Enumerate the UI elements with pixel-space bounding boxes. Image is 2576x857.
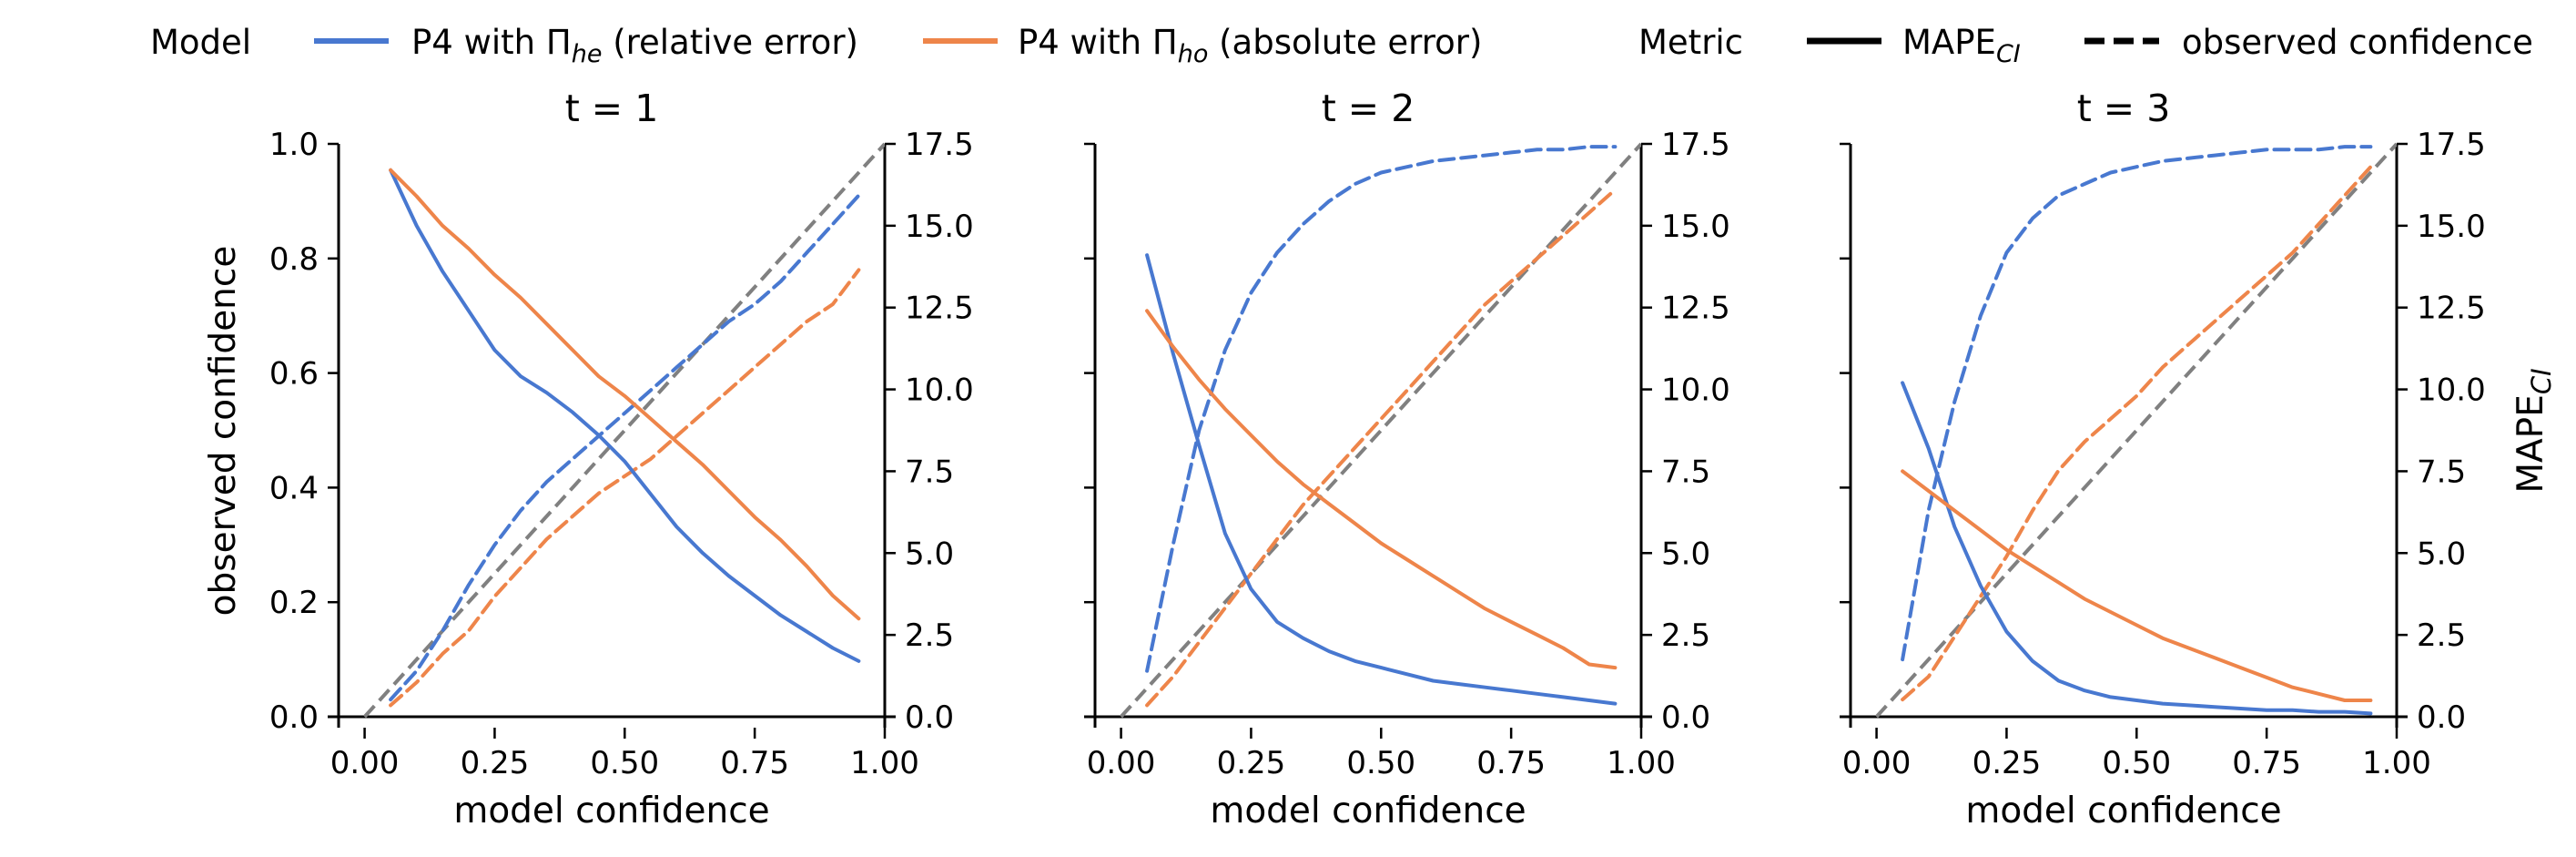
legend-ho-label: P4 with Πho (absolute error) [1018,23,1482,68]
x-axis-title: model confidence [1210,791,1526,831]
y-right-tick-label: 10.0 [905,372,974,409]
legend-model-title: Model [150,23,251,62]
x-tick-label: 0.00 [330,745,400,781]
y-left-axis-title: observed confidence [203,246,244,617]
y-right-tick-label: 5.0 [2417,536,2466,572]
y-right-tick-label: 15.0 [905,209,974,245]
x-tick-label: 1.00 [1607,745,1676,781]
y-right-tick-label: 7.5 [1661,454,1710,490]
series-he-observed-line [389,193,861,702]
y-right-tick-label: 17.5 [2417,127,2486,163]
plot-area [1875,142,2397,719]
x-tick-label: 0.25 [1973,745,2042,781]
y-left-tick-label: 0.8 [269,241,319,278]
legend: Model P4 with Πhe (relative error) P4 wi… [150,23,2533,68]
y-right-tick-label: 2.5 [905,617,954,654]
y-right-tick-label: 10.0 [1661,372,1730,409]
x-axis-title: model confidence [453,791,769,831]
y-right-tick-label: 7.5 [905,454,954,490]
y-right-tick-label: 0.0 [905,699,954,736]
diagonal-reference-line [1875,142,2397,719]
legend-he-label: P4 with Πhe (relative error) [411,23,858,68]
diagonal-reference-line [1120,142,1641,719]
y-left-tick-label: 0.2 [269,585,319,621]
x-tick-label: 1.00 [2362,745,2431,781]
y-left-tick-label: 0.6 [269,356,319,393]
y-right-tick-label: 15.0 [2417,209,2486,245]
y-right-tick-label: 12.5 [905,291,974,327]
y-right-axis-title: MAPECI [2510,368,2557,493]
x-tick-label: 0.75 [1476,745,1546,781]
y-right-tick-label: 2.5 [1661,617,1710,654]
legend-metric-title: Metric [1638,23,1743,62]
x-tick-label: 0.25 [1217,745,1286,781]
panel-title: t = 3 [2077,87,2171,130]
x-tick-label: 0.00 [1842,745,1912,781]
y-right-tick-label: 17.5 [905,127,974,163]
x-tick-label: 0.75 [720,745,789,781]
y-right-tick-label: 7.5 [2417,454,2466,490]
x-tick-label: 0.50 [2102,745,2171,781]
legend-observed-label: observed confidence [2182,23,2533,62]
series-ho-mape-line [1145,309,1618,670]
x-axis-title: model confidence [1965,791,2281,831]
panel-t1: t = 1 0.00 0.25 0.50 0.75 1.00 0.0 0.2 0.4 0.6 0.8… [269,87,974,831]
y-right-tick-label: 15.0 [1661,209,1730,245]
y-left-tick-label: 0.0 [269,699,319,736]
y-right-tick-label: 12.5 [1661,291,1730,327]
plot-area [363,142,885,719]
panel-t2: t = 2 0.00 0.25 0.50 0.75 1.00 0.0 2.5 5.0 7.5 10.… [1084,87,1730,831]
y-right-tick-label: 5.0 [1661,536,1710,572]
y-right-tick-label: 12.5 [2417,291,2486,327]
panel-t3: t = 3 0.00 0.25 0.50 0.75 1.00 0.0 2.5 5.0 7.5 10.… [1840,87,2486,831]
y-right-tick-label: 5.0 [905,536,954,572]
x-tick-label: 0.25 [461,745,530,781]
y-left-tick-label: 0.4 [269,470,319,506]
y-left-tick-label: 1.0 [269,127,319,163]
panel-title: t = 1 [565,87,659,130]
series-ho-observed-line [1901,165,2373,702]
x-tick-label: 0.50 [590,745,659,781]
series-he-observed-line [1145,145,1618,673]
x-tick-label: 1.00 [850,745,919,781]
series-ho-observed-line [389,268,861,708]
plot-area [1120,142,1641,719]
panel-title: t = 2 [1322,87,1415,130]
x-tick-label: 0.00 [1087,745,1156,781]
y-right-tick-label: 17.5 [1661,127,1730,163]
y-right-tick-label: 0.0 [1661,699,1710,736]
series-ho-mape-line [389,168,861,621]
x-tick-label: 0.50 [1346,745,1415,781]
series-he-mape-line [1901,381,2373,716]
series-he-observed-line [1901,145,2373,662]
y-right-tick-label: 10.0 [2417,372,2486,409]
diagonal-reference-line [363,142,885,719]
series-he-mape-line [1145,253,1618,706]
series-ho-mape-line [1901,469,2373,702]
y-right-tick-label: 0.0 [2417,699,2466,736]
panels: t = 1 0.00 0.25 0.50 0.75 1.00 0.0 0.2 0.4 0.6 0.8… [269,87,2486,831]
x-tick-label: 0.75 [2232,745,2301,781]
legend-mape-label: MAPECI [1902,23,2021,68]
series-ho-observed-line [1145,188,1618,708]
series-he-mape-line [389,168,861,663]
y-right-tick-label: 2.5 [2417,617,2466,654]
